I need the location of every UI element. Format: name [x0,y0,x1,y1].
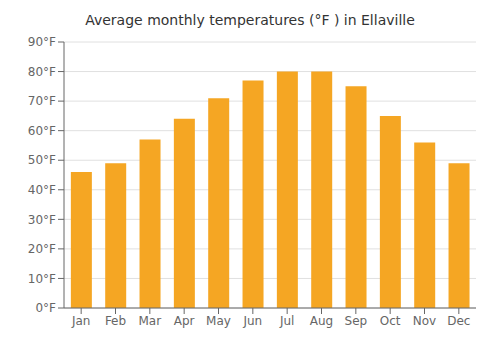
svg-text:50°F: 50°F [28,153,56,167]
svg-text:Jul: Jul [279,314,294,328]
svg-text:Aug: Aug [310,314,333,328]
svg-text:Dec: Dec [447,314,470,328]
svg-text:40°F: 40°F [28,183,56,197]
svg-text:Mar: Mar [139,314,162,328]
svg-text:60°F: 60°F [28,124,56,138]
svg-text:30°F: 30°F [28,213,56,227]
svg-text:May: May [206,314,231,328]
svg-text:80°F: 80°F [28,65,56,79]
svg-text:Jun: Jun [242,314,262,328]
svg-text:Sep: Sep [345,314,368,328]
svg-text:0°F: 0°F [35,301,56,315]
svg-text:Apr: Apr [174,314,195,328]
svg-text:Oct: Oct [380,314,401,328]
svg-text:10°F: 10°F [28,272,56,286]
html-text:Average monthly temperatures (: Average monthly temperatures (°F ) in El… [85,12,415,28]
svg-text:Feb: Feb [105,314,126,328]
svg-text:Nov: Nov [413,314,436,328]
svg-text:Jan: Jan [71,314,91,328]
svg-text:90°F: 90°F [28,35,56,49]
svg-text:70°F: 70°F [28,94,56,108]
svg-text:20°F: 20°F [28,242,56,256]
